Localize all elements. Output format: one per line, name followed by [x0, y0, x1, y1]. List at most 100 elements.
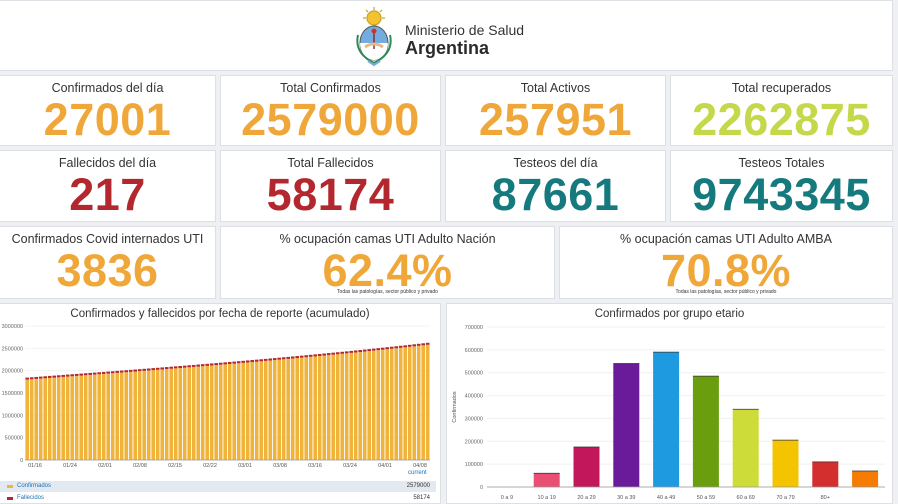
bar-confirmados [421, 345, 425, 460]
bar-fallecidos [25, 377, 29, 380]
bar-confirmados [362, 351, 367, 460]
bar-fallecidos [398, 345, 403, 348]
bar-confirmados [304, 357, 308, 460]
kpi-value: 217 [69, 169, 146, 220]
bar-confirmados [47, 377, 52, 460]
bar-fallecidos [263, 358, 268, 361]
bar-confirmados [218, 364, 223, 460]
bar-confirmados [79, 375, 83, 460]
chart-grupo-etario-panel: Confirmados por grupo etario 700000 60000… [446, 303, 893, 504]
kpi-label: Total recuperados [731, 81, 832, 95]
bar-fallecidos [218, 362, 223, 365]
bar-fallecidos [421, 343, 425, 346]
bar-confirmados [403, 347, 407, 460]
bar-fallecidos [83, 373, 88, 376]
bar-confirmados [146, 370, 151, 460]
bar-fallecidos [70, 374, 74, 377]
chart-grupo-etario: 700000 600000 500000 400000 300000 200000 1000… [452, 325, 885, 501]
x-tick-label: 02/08 [133, 463, 147, 469]
bar-fallecidos [160, 367, 164, 370]
age-bar [533, 473, 560, 487]
bar-confirmados [245, 362, 250, 460]
x-tick-label: 70 a 79 [776, 495, 794, 501]
x-tick-label: 02/22 [203, 463, 217, 469]
bar-confirmados [335, 354, 340, 460]
bar-fallecidos [178, 366, 182, 369]
kpi-label: Testeos Totales [738, 156, 825, 170]
bar-fallecidos [340, 351, 344, 354]
bar-fallecidos [34, 376, 38, 379]
bar-fallecidos [389, 346, 394, 349]
bar-confirmados [236, 363, 241, 460]
bar-fallecidos [412, 344, 416, 347]
x-tick-label: 02/15 [168, 463, 182, 469]
bar-confirmados [160, 369, 164, 460]
bar-fallecidos [380, 347, 385, 350]
bar-fallecidos [88, 372, 92, 375]
bar-confirmados [263, 360, 268, 460]
bar-confirmados [412, 346, 416, 460]
bar-confirmados [286, 358, 290, 460]
kpi-value: 2262875 [692, 94, 871, 145]
bar-confirmados [344, 353, 349, 460]
bar-fallecidos [97, 372, 101, 375]
bar-confirmados [326, 355, 331, 460]
bar-confirmados [349, 352, 353, 460]
kpi-label: Confirmados del día [51, 81, 164, 95]
y-tick-label: 2500000 [2, 346, 23, 352]
kpi-label: % ocupación camas UTI Adulto Nación [279, 232, 496, 246]
y-axis-label: Confirmados [452, 391, 458, 422]
bar-fallecidos [43, 376, 47, 379]
bar-confirmados [137, 371, 142, 460]
bar-fallecidos [137, 369, 142, 372]
bar-fallecidos [200, 364, 205, 367]
kpi-total-fallecidos: Total Fallecidos 58174 [220, 150, 441, 222]
y-tick-label: 1500000 [2, 391, 23, 397]
bar-confirmados [376, 350, 380, 460]
legend-row-confirmados[interactable]: Confirmados 2579000 [0, 481, 436, 492]
legend-value: 58174 [413, 495, 430, 501]
bar-fallecidos [250, 360, 254, 363]
bar-confirmados [119, 372, 124, 460]
bar-fallecidos [119, 370, 124, 373]
kpi-value: 9743345 [692, 169, 871, 220]
bar-confirmados [128, 371, 133, 460]
bar-fallecidos [209, 363, 214, 366]
age-bar [613, 363, 640, 487]
legend-row-fallecidos[interactable]: Fallecidos 58174 [0, 493, 436, 504]
kpi-total-activos: Total Activos 257951 [445, 75, 666, 146]
x-tick-label: 01/24 [63, 463, 77, 469]
kpi-value: 70.8% [660, 245, 792, 296]
bar-confirmados [124, 372, 128, 460]
bar-confirmados [142, 370, 146, 460]
bar-confirmados [182, 367, 187, 460]
bar-confirmados [232, 363, 236, 460]
bar-fallecidos [259, 359, 263, 362]
kpi-label: Total Fallecidos [287, 156, 374, 170]
y-tick-label: 100000 [465, 462, 483, 468]
x-tick-label: 03/16 [308, 463, 322, 469]
bar-fallecidos [295, 356, 299, 359]
bar-fallecidos [290, 356, 295, 359]
bar-fallecidos [344, 351, 349, 354]
bar-fallecidos [65, 374, 70, 377]
bar-fallecidos [214, 363, 218, 366]
bar-confirmados [358, 352, 362, 460]
bar-fallecidos [367, 349, 371, 352]
bar-confirmados [407, 346, 412, 460]
y-tick-label: 200000 [465, 439, 483, 445]
kpi-label: Total Confirmados [280, 81, 381, 95]
bar-fallecidos [92, 372, 97, 375]
kpi-fallecidos-dia: Fallecidos del día 217 [0, 150, 216, 222]
kpi-label: Fallecidos del día [58, 156, 157, 170]
kpi-value: 87661 [491, 169, 620, 220]
kpi-ocupacion-nacion: % ocupación camas UTI Adulto Nación 62.4… [220, 226, 555, 299]
kpi-value: 27001 [43, 94, 172, 145]
legend-label: Confirmados [17, 483, 52, 489]
x-tick-label: 60 a 69 [737, 495, 755, 501]
bar-confirmados [380, 349, 385, 460]
bar-confirmados [281, 359, 286, 460]
bar-fallecidos [326, 353, 331, 356]
bar-fallecidos [232, 361, 236, 364]
bar-confirmados [295, 358, 299, 460]
